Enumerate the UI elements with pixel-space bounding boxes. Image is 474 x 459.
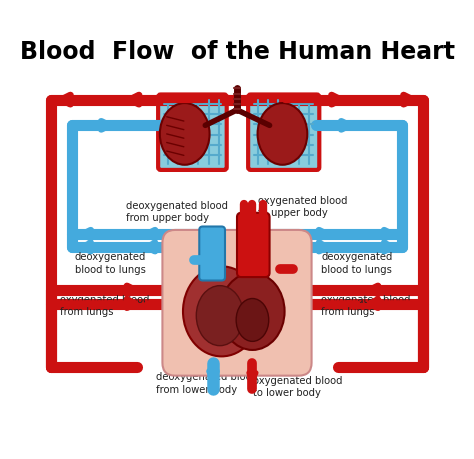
Text: oxygenated blood
from lungs: oxygenated blood from lungs bbox=[321, 295, 410, 318]
Ellipse shape bbox=[236, 298, 269, 341]
Text: oxygenated blood
to lower body: oxygenated blood to lower body bbox=[253, 375, 343, 398]
Text: deoxygenated
blood to lungs: deoxygenated blood to lungs bbox=[321, 252, 392, 274]
Ellipse shape bbox=[196, 285, 244, 346]
FancyBboxPatch shape bbox=[237, 213, 270, 277]
FancyBboxPatch shape bbox=[199, 226, 225, 280]
Text: oxygenated blood
to upper body: oxygenated blood to upper body bbox=[258, 196, 348, 218]
FancyBboxPatch shape bbox=[158, 95, 227, 170]
Text: oxygenated blood
from lungs: oxygenated blood from lungs bbox=[60, 295, 149, 318]
Text: deoxygenated
blood to lungs: deoxygenated blood to lungs bbox=[75, 252, 146, 274]
FancyBboxPatch shape bbox=[163, 230, 311, 375]
Ellipse shape bbox=[220, 273, 284, 350]
Text: deoxygenated blood
from lower body: deoxygenated blood from lower body bbox=[156, 372, 258, 395]
FancyBboxPatch shape bbox=[248, 95, 319, 170]
Text: deoxygenated blood
from upper body: deoxygenated blood from upper body bbox=[127, 201, 228, 223]
Text: Blood  Flow  of the Human Heart: Blood Flow of the Human Heart bbox=[19, 39, 455, 64]
Ellipse shape bbox=[183, 266, 260, 356]
Ellipse shape bbox=[257, 103, 307, 165]
Ellipse shape bbox=[160, 103, 210, 165]
